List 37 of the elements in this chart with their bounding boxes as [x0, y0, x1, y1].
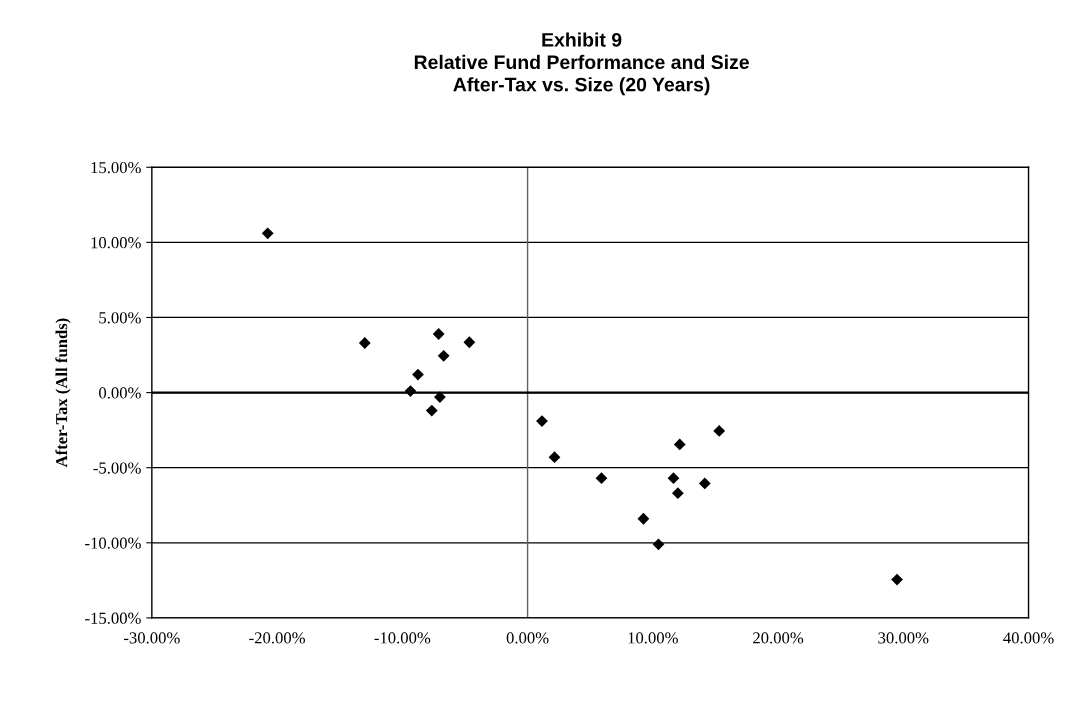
point — [463, 336, 476, 349]
point — [404, 385, 417, 397]
point — [437, 349, 450, 362]
x-tick-label: 40.00% — [1003, 632, 1054, 644]
point — [432, 328, 445, 340]
y-tick-label: -15.00% — [85, 612, 141, 624]
point — [261, 227, 274, 240]
y-tick-label: 5.00% — [99, 312, 141, 324]
point — [434, 391, 446, 403]
y-tick-label: 0.00% — [99, 387, 141, 399]
point — [671, 487, 684, 500]
y-tick-label: -10.00% — [85, 537, 141, 549]
point — [673, 438, 686, 451]
y-axis-title: After-Tax (All funds) — [55, 318, 71, 468]
point — [891, 573, 903, 586]
point — [412, 368, 424, 381]
point — [637, 512, 650, 525]
x-tick-label: 30.00% — [878, 632, 929, 644]
point — [536, 415, 548, 428]
y-tick-label: -5.00% — [93, 462, 141, 474]
point — [698, 477, 711, 490]
point — [358, 337, 371, 349]
chart-title: Exhibit 9 Relative Fund Performance and Size After-Tax vs. Size (20 Years) — [414, 32, 749, 96]
point — [713, 424, 726, 437]
x-tick-label: -20.00% — [249, 632, 305, 644]
x-tick-label: -10.00% — [374, 632, 431, 644]
y-tick-label: 10.00% — [91, 237, 141, 249]
point — [425, 404, 438, 417]
point — [548, 451, 561, 464]
x-tick-label: 0.00% — [506, 632, 549, 644]
x-tick-label: 10.00% — [628, 632, 678, 644]
x-tick-label: -30.00% — [124, 632, 180, 644]
point — [595, 472, 608, 485]
point — [652, 538, 665, 551]
y-tick-label: 15.00% — [91, 161, 141, 174]
x-tick-label: 20.00% — [753, 632, 804, 644]
point — [667, 472, 680, 485]
